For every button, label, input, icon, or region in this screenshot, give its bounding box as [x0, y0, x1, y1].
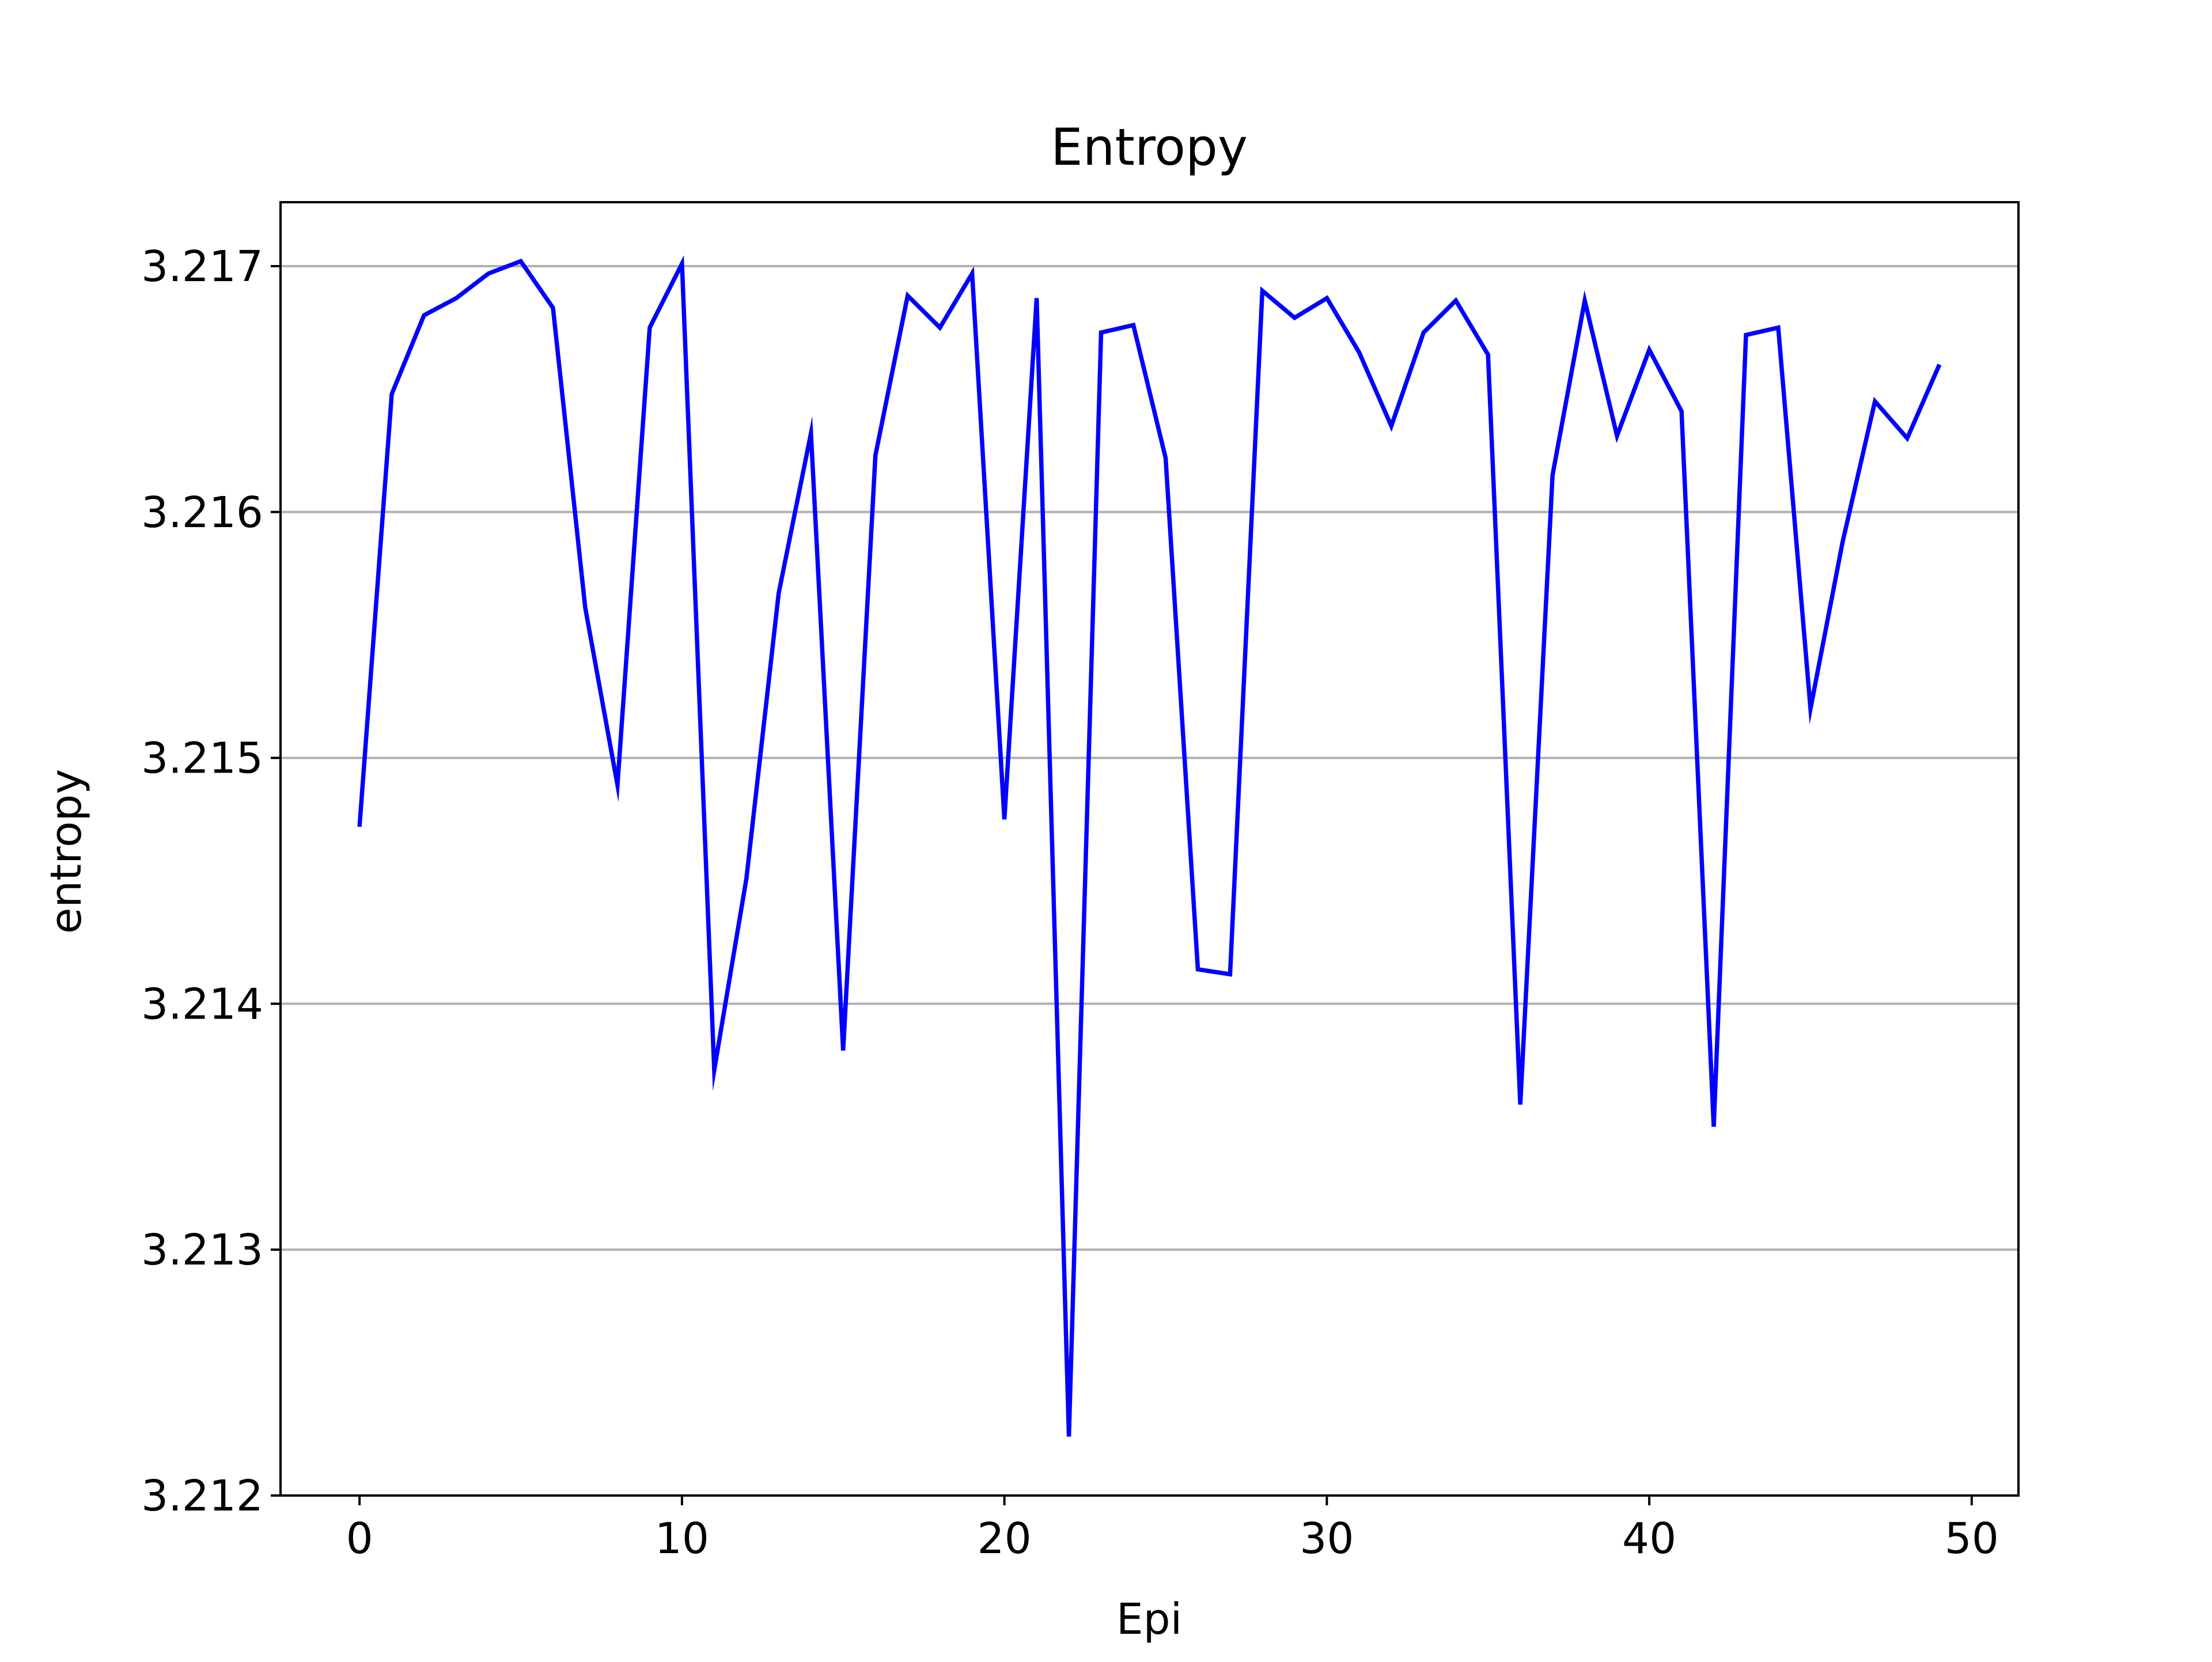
chart-title: Entropy — [1051, 118, 1248, 177]
y-axis-label: entropy — [41, 769, 91, 934]
y-tick-label: 3.212 — [141, 1471, 263, 1521]
x-tick-label: 50 — [1945, 1514, 1999, 1563]
x-tick-label: 0 — [346, 1514, 373, 1563]
y-tick-label: 3.217 — [141, 242, 263, 291]
x-tick-label: 10 — [655, 1514, 709, 1563]
y-tick-label: 3.215 — [141, 734, 263, 783]
y-tick-label: 3.216 — [141, 488, 263, 537]
x-tick-label: 40 — [1622, 1514, 1676, 1563]
x-tick-label: 20 — [978, 1514, 1032, 1563]
y-tick-label: 3.213 — [141, 1225, 263, 1275]
y-tick-label: 3.214 — [141, 979, 263, 1029]
x-axis-label: Epi — [1116, 1595, 1182, 1644]
x-tick-label: 30 — [1300, 1514, 1354, 1563]
